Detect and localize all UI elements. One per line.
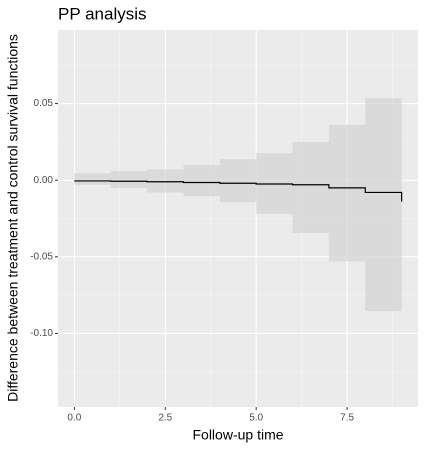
y-axis-label: Difference between treatment and control… bbox=[5, 34, 21, 402]
y-tick-label: -0.05 bbox=[30, 251, 53, 262]
chart-title: PP analysis bbox=[58, 4, 147, 23]
x-axis-label: Follow-up time bbox=[192, 427, 283, 443]
confidence-band bbox=[74, 98, 402, 312]
x-tick-label: 5.0 bbox=[249, 413, 263, 424]
x-tick-label: 7.5 bbox=[340, 413, 354, 424]
step-line bbox=[74, 180, 403, 202]
x-tick-label: 0.0 bbox=[67, 413, 81, 424]
x-tick-label: 2.5 bbox=[158, 413, 172, 424]
y-tick-label: -0.10 bbox=[30, 328, 53, 339]
y-tick-label: 0.00 bbox=[34, 175, 54, 186]
y-tick-label: 0.05 bbox=[34, 98, 54, 109]
